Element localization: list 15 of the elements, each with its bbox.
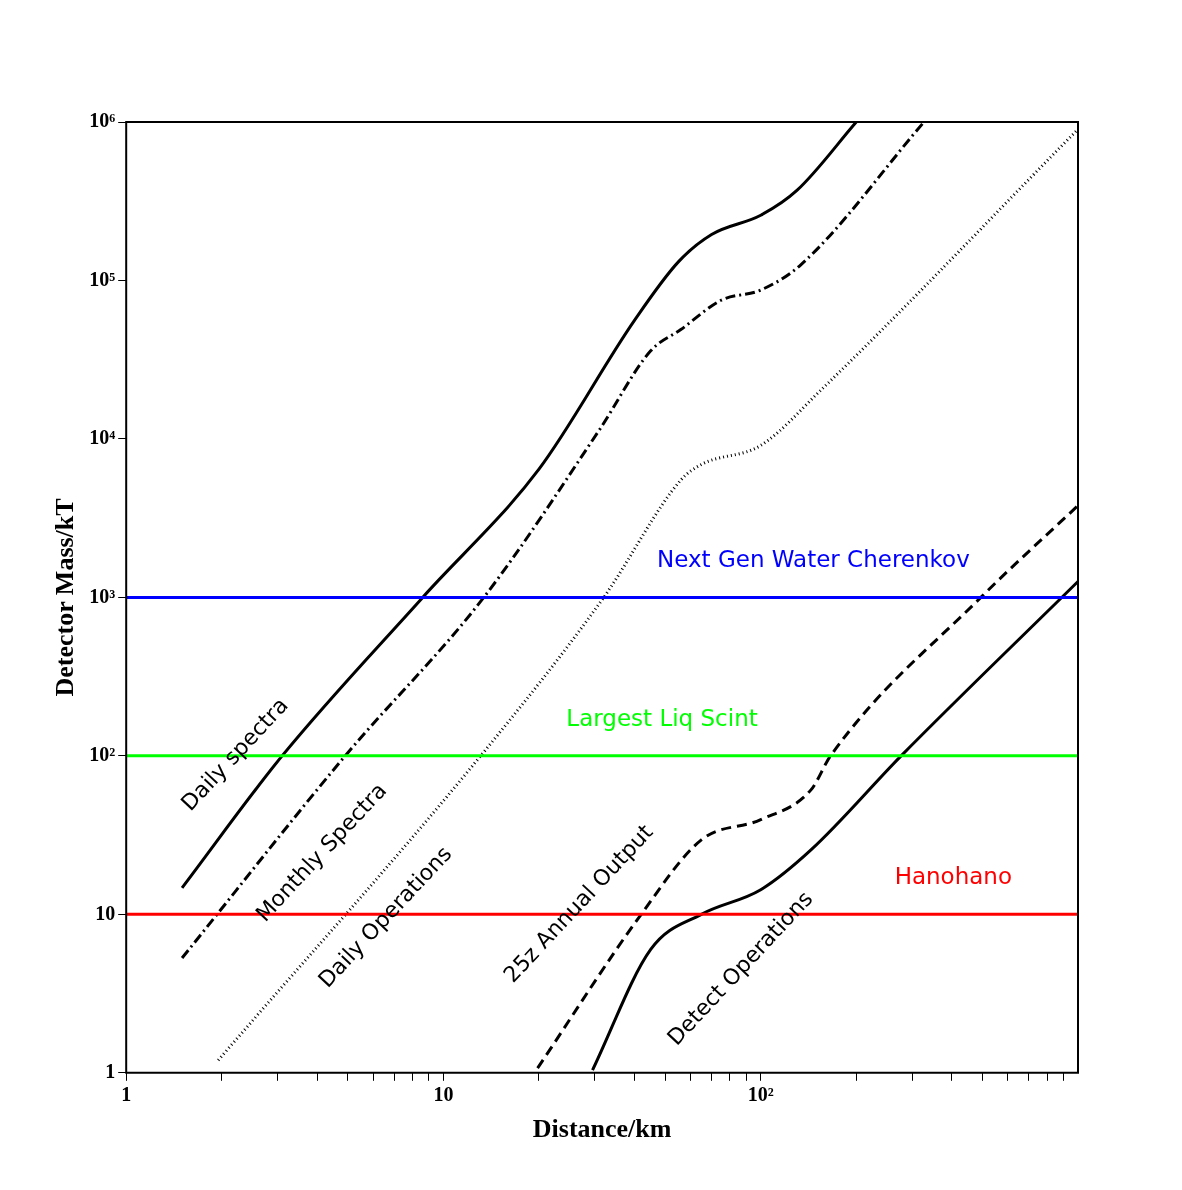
x-tick-label: 1: [121, 1082, 132, 1105]
y-tick-label: 10: [95, 901, 116, 924]
y-tick-label: 10²: [89, 743, 116, 766]
y-tick-label: 10⁴: [89, 426, 116, 449]
y-tick-label: 10³: [89, 584, 116, 607]
x-tick-label: 10²: [747, 1082, 774, 1105]
ref-line-label: Next Gen Water Cherenkov: [657, 546, 970, 573]
y-tick-label: 10⁵: [89, 267, 116, 290]
x-tick-label: 10: [433, 1082, 454, 1105]
y-tick-label: 10⁶: [89, 109, 116, 132]
y-tick-label: 1: [105, 1059, 116, 1082]
ref-line-label: Largest Liq Scint: [566, 704, 758, 731]
ref-line-label: Hanohano: [894, 863, 1012, 890]
y-axis-title: Detector Mass/kT: [50, 498, 80, 697]
x-axis-title: Distance/km: [532, 1114, 672, 1144]
